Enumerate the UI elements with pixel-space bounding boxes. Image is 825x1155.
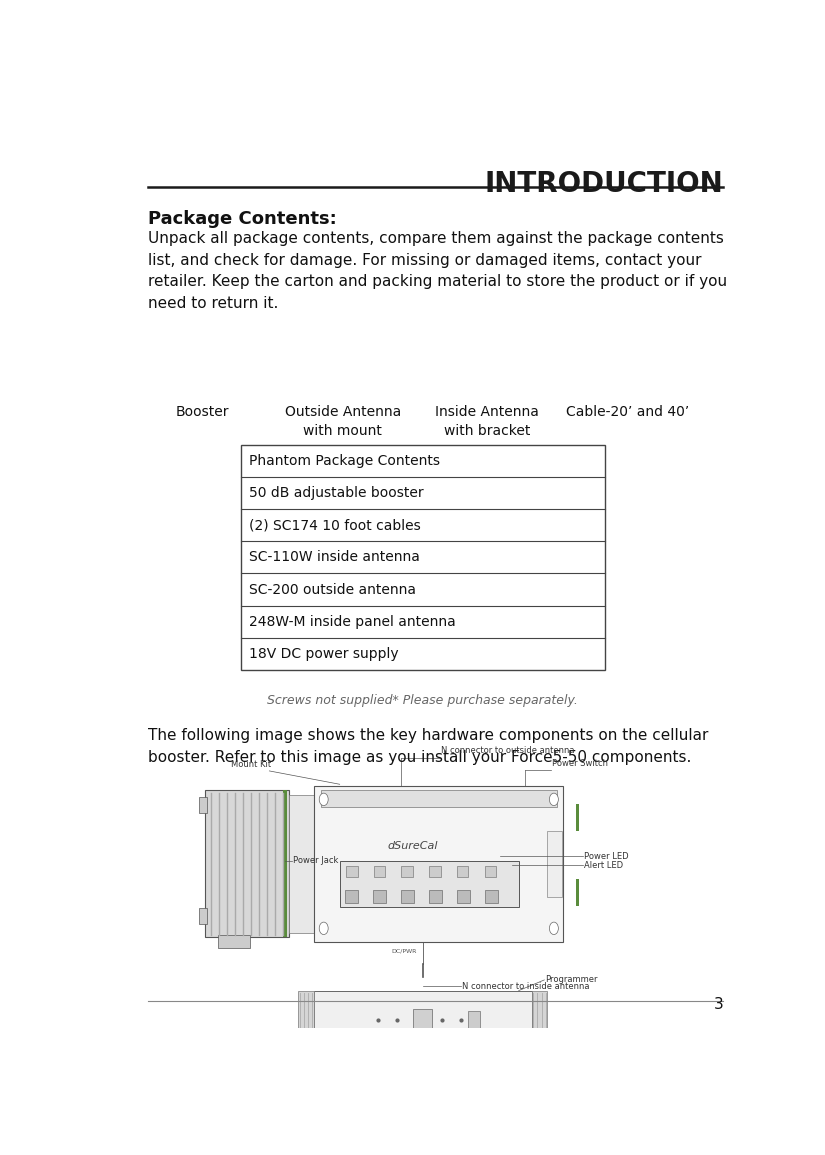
Bar [429,866,441,877]
Circle shape [319,922,328,934]
Bar [576,879,579,907]
Bar [548,830,562,897]
Text: Screws not supplied* Please purchase separately.: Screws not supplied* Please purchase sep… [267,694,578,708]
Bar [241,446,605,670]
Bar [402,866,413,877]
Bar [205,790,289,937]
Text: Booster: Booster [176,405,229,419]
Text: Unpack all package contents, compare them against the package contents
list, and: Unpack all package contents, compare the… [148,231,727,311]
Bar [374,866,385,877]
Text: 248W-M inside panel antenna: 248W-M inside panel antenna [249,614,455,628]
Circle shape [549,793,559,806]
Text: 18V DC power supply: 18V DC power supply [249,647,398,661]
Text: Programmer: Programmer [545,976,598,984]
Bar [345,889,357,903]
Bar [298,991,314,1049]
Text: Cable-20’ and 40’: Cable-20’ and 40’ [566,405,689,419]
Bar [485,889,498,903]
Bar [429,889,442,903]
Text: DC/PWR: DC/PWR [391,948,417,954]
Text: SC-200 outside antenna: SC-200 outside antenna [249,582,416,596]
Bar [218,934,250,948]
Bar [468,1011,480,1028]
Bar [576,804,579,830]
Bar [373,889,386,903]
Bar [199,797,207,813]
Bar [457,889,470,903]
Circle shape [319,793,328,806]
Text: Inside Antenna
with bracket: Inside Antenna with bracket [435,405,539,439]
Text: N connector to outside antenna: N connector to outside antenna [441,746,574,755]
Bar [346,866,357,877]
Text: Alert LED: Alert LED [584,860,623,870]
Bar [484,866,496,877]
Text: 3: 3 [714,997,724,1012]
Bar [314,991,531,1049]
Text: Phantom Package Contents: Phantom Package Contents [249,454,440,469]
Text: Power Jack: Power Jack [293,856,338,865]
Bar [531,991,548,1049]
Bar [401,889,414,903]
Text: 50 dB adjustable booster: 50 dB adjustable booster [249,486,423,500]
Text: The following image shows the key hardware components on the cellular
booster. R: The following image shows the key hardwa… [148,729,708,765]
Text: Power LED: Power LED [584,851,629,860]
Bar [321,790,557,806]
Text: N connector to inside antenna: N connector to inside antenna [463,982,590,991]
Text: Power Switch: Power Switch [552,759,608,768]
Bar [314,787,563,941]
Bar [340,860,519,908]
Text: Outside Antenna
with mount: Outside Antenna with mount [285,405,401,439]
Text: INTRODUCTION: INTRODUCTION [484,170,724,198]
Bar [413,1008,432,1030]
Circle shape [549,922,559,934]
Text: Package Contents:: Package Contents: [148,210,337,228]
Text: SC-110W inside antenna: SC-110W inside antenna [249,551,420,565]
Bar [199,908,207,924]
Text: Mount Kit: Mount Kit [231,760,271,769]
Bar [457,866,469,877]
Text: dSureCal: dSureCal [388,841,438,851]
Bar [289,795,314,933]
Text: (2) SC174 10 foot cables: (2) SC174 10 foot cables [249,519,421,532]
Bar [284,790,287,937]
